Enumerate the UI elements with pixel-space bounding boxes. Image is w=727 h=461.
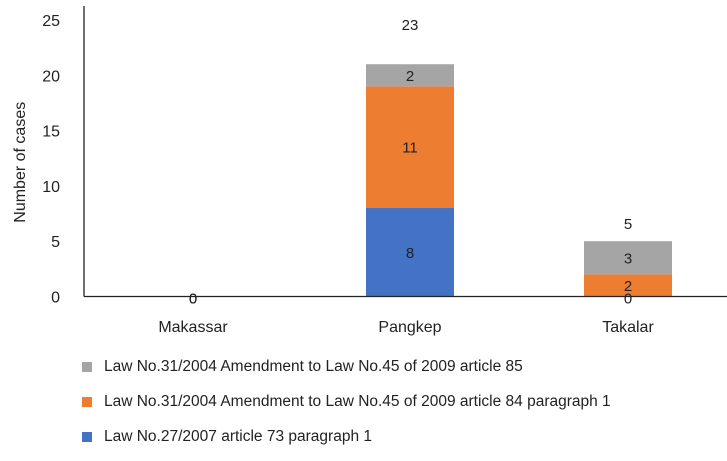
data-label: 11 (402, 140, 418, 157)
legend-swatch-article-85 (82, 362, 92, 372)
legend-label-article-73: Law No.27/2007 article 73 paragraph 1 (104, 428, 372, 445)
x-tick-label: Pangkep (378, 319, 441, 336)
legend-swatch-article-73 (82, 432, 92, 442)
data-label: 0 (624, 291, 632, 308)
data-label: 3 (624, 250, 632, 267)
data-label: 0 (189, 291, 197, 308)
bar-segment (366, 64, 454, 87)
legend-item-article-73: Law No.27/2007 article 73 paragraph 1 (82, 426, 611, 448)
y-tick-label: 0 (51, 290, 60, 307)
total-label: 23 (402, 17, 419, 34)
data-label: 2 (624, 278, 632, 295)
total-label: 5 (624, 216, 632, 233)
bar-segment (584, 274, 672, 297)
legend-swatch-article-84 (82, 397, 92, 407)
data-label: 0 (189, 291, 197, 308)
bar-segment (366, 86, 454, 209)
x-tick-label: Takalar (602, 319, 654, 336)
y-tick-label: 10 (42, 179, 60, 196)
legend-label-article-85: Law No.31/2004 Amendment to Law No.45 of… (104, 358, 523, 375)
x-tick-label: Makassar (158, 319, 228, 336)
bar-segment (584, 241, 672, 275)
y-axis-title: Number of cases (12, 102, 29, 223)
legend-item-article-84: Law No.31/2004 Amendment to Law No.45 of… (82, 391, 611, 413)
data-label: 2 (406, 68, 414, 85)
y-tick-label: 15 (42, 124, 60, 141)
legend-label-article-84: Law No.31/2004 Amendment to Law No.45 of… (104, 393, 611, 410)
y-tick-label: 5 (51, 234, 60, 251)
data-label: 8 (406, 245, 414, 262)
legend: Law No.31/2004 Amendment to Law No.45 of… (82, 356, 611, 461)
legend-item-article-85: Law No.31/2004 Amendment to Law No.45 of… (82, 356, 611, 378)
y-tick-label: 25 (42, 13, 60, 30)
y-tick-label: 20 (42, 68, 60, 85)
bar-segment (366, 208, 454, 297)
